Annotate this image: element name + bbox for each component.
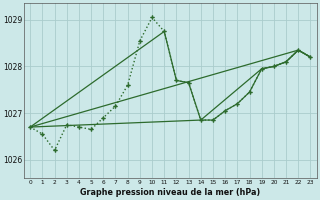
X-axis label: Graphe pression niveau de la mer (hPa): Graphe pression niveau de la mer (hPa) bbox=[80, 188, 260, 197]
